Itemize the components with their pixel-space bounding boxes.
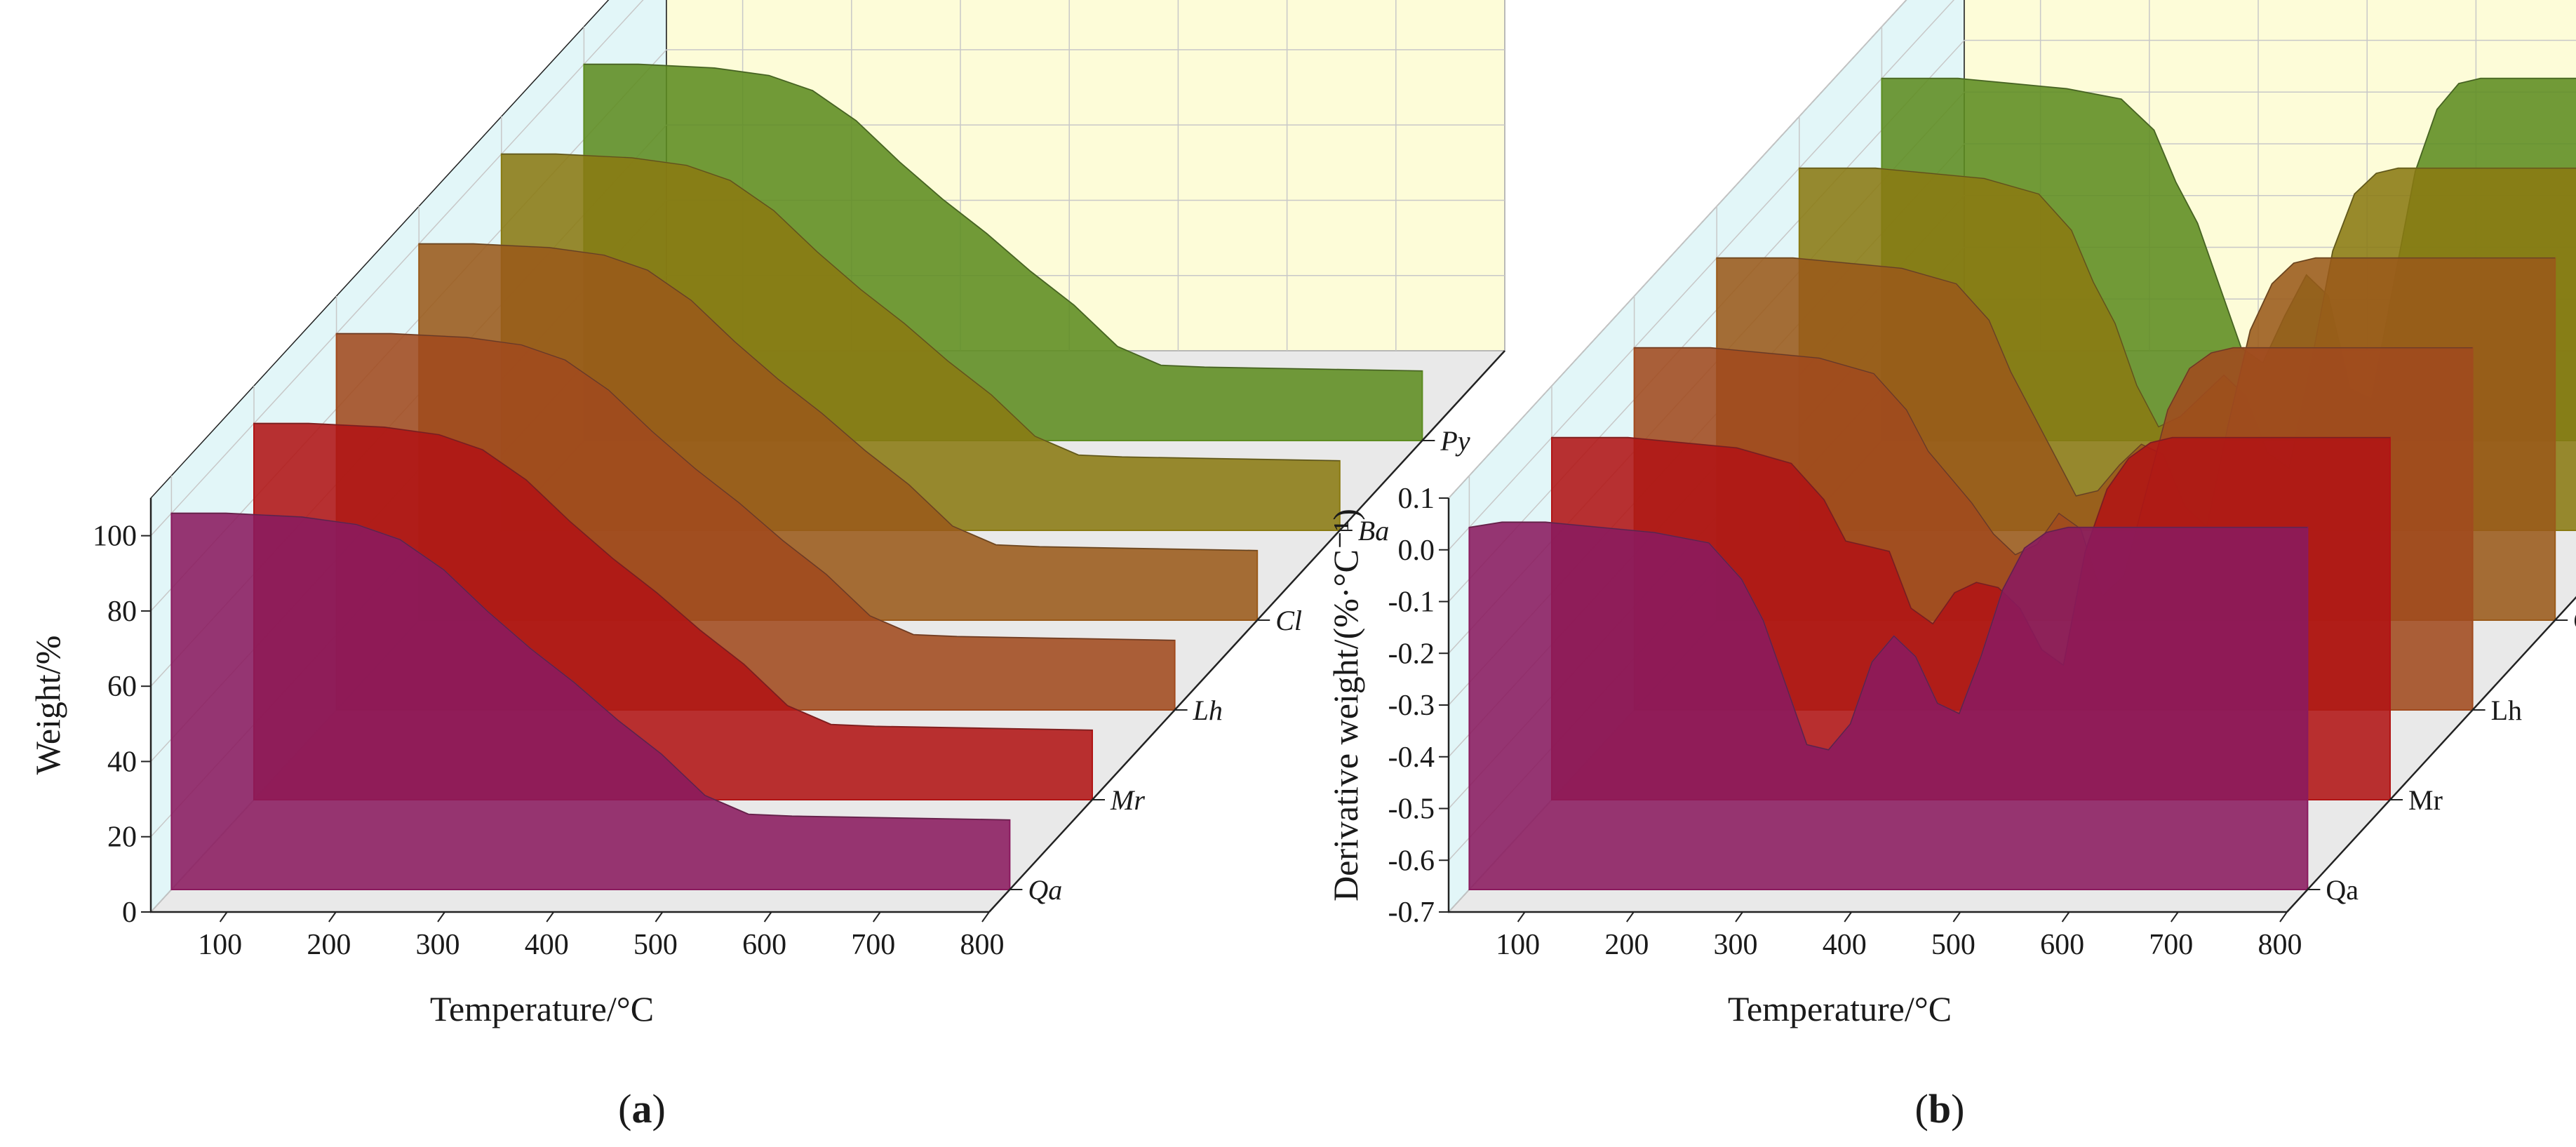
panel-b-x-tick-label-6: 700: [2149, 929, 2193, 961]
panel-b-y-tick-label-6: -0.1: [1388, 586, 1435, 619]
panel-b-y-tick-label-3: -0.4: [1388, 742, 1435, 774]
panel-b-y-axis-title: Derivative weight/(%·°C⁻¹): [1326, 509, 1365, 901]
panel-a-y-tick-label-0: 0: [122, 897, 137, 929]
panel-a-series-label-ba: Ba: [1358, 515, 1389, 546]
panel-b-x-tick-5: [2061, 911, 2070, 923]
panel-b-series-label-mr: Mr: [2408, 784, 2443, 816]
panel-b-series-label-cl: Cl: [2573, 605, 2576, 636]
panel-a-z-axis-line: [988, 350, 1505, 913]
panel-a-series-label-qa: Qa: [1028, 874, 1062, 906]
panel-a-x-tick-0: [219, 911, 228, 923]
panel-b-x-tick-label-1: 200: [1604, 929, 1649, 961]
panel-a-y-tick-label-2: 40: [107, 746, 137, 778]
panel-a-y-tick-label-5: 100: [93, 521, 137, 553]
panel-b-x-tick-label-3: 400: [1823, 929, 1867, 961]
panel-b-series-label-lh: Lh: [2491, 695, 2522, 726]
panel-a: 0 20 40 60 80 100 100 200 300 400 500 600 700 800 Qa Mr…: [28, 0, 1505, 1028]
panel-b-series: [1468, 77, 2576, 890]
panel-b-x-tick-0: [1517, 911, 1526, 923]
panel-b-x-tick-label-4: 500: [1931, 929, 1975, 961]
panel-a-grid-side-y-5: [150, 0, 644, 537]
panel-a-y-tick-label-3: 60: [107, 671, 137, 703]
panel-a-axes: 0 20 40 60 80 100 100 200 300 400 500 600 700 800 Qa Mr…: [93, 350, 1505, 961]
panel-a-x-tick-label-0: 100: [198, 929, 242, 961]
panel-b-grid-side-y-6: [1448, 39, 1965, 603]
panel-b-y-tick-label-8: 0.1: [1398, 483, 1435, 515]
panel-b-series-lh-line: [1634, 347, 2473, 597]
panel-a-series-ba-line: [501, 154, 1340, 462]
panel-a-series-mr-line: [254, 422, 1093, 731]
panel-a-x-tick-label-3: 400: [525, 929, 569, 961]
panel-a-x-tick-7: [981, 911, 990, 923]
panel-b-x-tick-6: [2170, 911, 2179, 923]
panel-a-y-tick-label-4: 80: [107, 596, 137, 628]
panel-a-y-tick-label-1: 20: [107, 821, 137, 854]
panel-a-series-label-mr: Mr: [1110, 784, 1145, 816]
caption-b-letter: b: [1928, 1086, 1951, 1132]
panel-a-x-tick-6: [872, 911, 881, 923]
panel-b-series-mr-line: [1552, 437, 2390, 666]
panel-b: -0.7 -0.6 -0.5 -0.4 -0.3 -0.2 -0.1 0.0 0.1 100 200…: [1326, 0, 2576, 1028]
panel-a-x-tick-label-6: 700: [851, 929, 895, 961]
panel-a-series: [170, 63, 1423, 890]
panel-a-y-axis-title: Weight/%: [28, 636, 67, 775]
panel-a-x-tick-label-1: 200: [307, 929, 351, 961]
caption-a: (a): [618, 1086, 666, 1132]
panel-b-y-tick-label-4: -0.3: [1388, 690, 1435, 722]
panel-a-series-cl-line: [419, 243, 1258, 551]
panel-b-axes: -0.7 -0.6 -0.5 -0.4 -0.3 -0.2 -0.1 0.0 0.1 100 200…: [1388, 483, 2576, 961]
panel-a-x-tick-label-2: 300: [416, 929, 460, 961]
panel-a-x-tick-label-7: 800: [960, 929, 1005, 961]
panel-a-series-py-line: [584, 63, 1423, 372]
panel-b-grid-side-y-7: [1448, 0, 1955, 551]
panel-b-x-tick-label-2: 300: [1714, 929, 1758, 961]
panel-b-z-axis-line: [2286, 596, 2576, 913]
panel-a-series-qa-line: [171, 512, 1010, 821]
panel-b-x-tick-label-7: 800: [2258, 929, 2302, 961]
caption-a-letter: a: [632, 1086, 652, 1132]
panel-b-x-tick-4: [1952, 911, 1961, 923]
panel-b-x-tick-2: [1735, 911, 1743, 923]
panel-b-y-tick-label-7: 0.0: [1398, 535, 1435, 567]
panel-a-x-tick-2: [437, 911, 445, 923]
panel-a-x-tick-4: [655, 911, 664, 923]
panel-a-x-tick-label-5: 600: [742, 929, 786, 961]
panel-a-x-tick-1: [328, 911, 337, 923]
panel-a-series-label-lh: Lh: [1193, 695, 1223, 726]
panel-b-y-tick-label-1: -0.6: [1388, 845, 1435, 877]
panel-b-x-tick-7: [2279, 911, 2288, 923]
panel-b-x-tick-label-5: 600: [2040, 929, 2084, 961]
panel-a-series-lh-line: [336, 333, 1175, 641]
panel-b-grid-side-y-8: [1448, 0, 1907, 499]
panel-a-x-axis-title: Temperature/°C: [430, 989, 654, 1028]
panel-a-x-tick-5: [763, 911, 772, 923]
panel-a-x-tick-3: [546, 911, 555, 923]
caption-b: (b): [1915, 1086, 1965, 1132]
panel-b-x-tick-label-0: 100: [1496, 929, 1540, 961]
panel-b-x-axis-title: Temperature/°C: [1728, 989, 1952, 1028]
panel-b-series-qa-line: [1469, 521, 2308, 751]
panel-a-series-label-py: Py: [1440, 425, 1470, 457]
panel-b-x-tick-1: [1626, 911, 1635, 923]
panel-b-y-tick-label-5: -0.2: [1388, 638, 1435, 670]
panel-b-y-tick-label-0: -0.7: [1388, 897, 1435, 929]
panel-b-x-tick-3: [1844, 911, 1853, 923]
panel-b-series-label-qa: Qa: [2326, 874, 2359, 906]
panel-b-y-tick-label-2: -0.5: [1388, 793, 1435, 826]
panel-a-x-tick-label-4: 500: [633, 929, 678, 961]
panel-a-series-label-cl: Cl: [1275, 605, 1302, 636]
panel-b-series-cl-line: [1717, 257, 2556, 528]
